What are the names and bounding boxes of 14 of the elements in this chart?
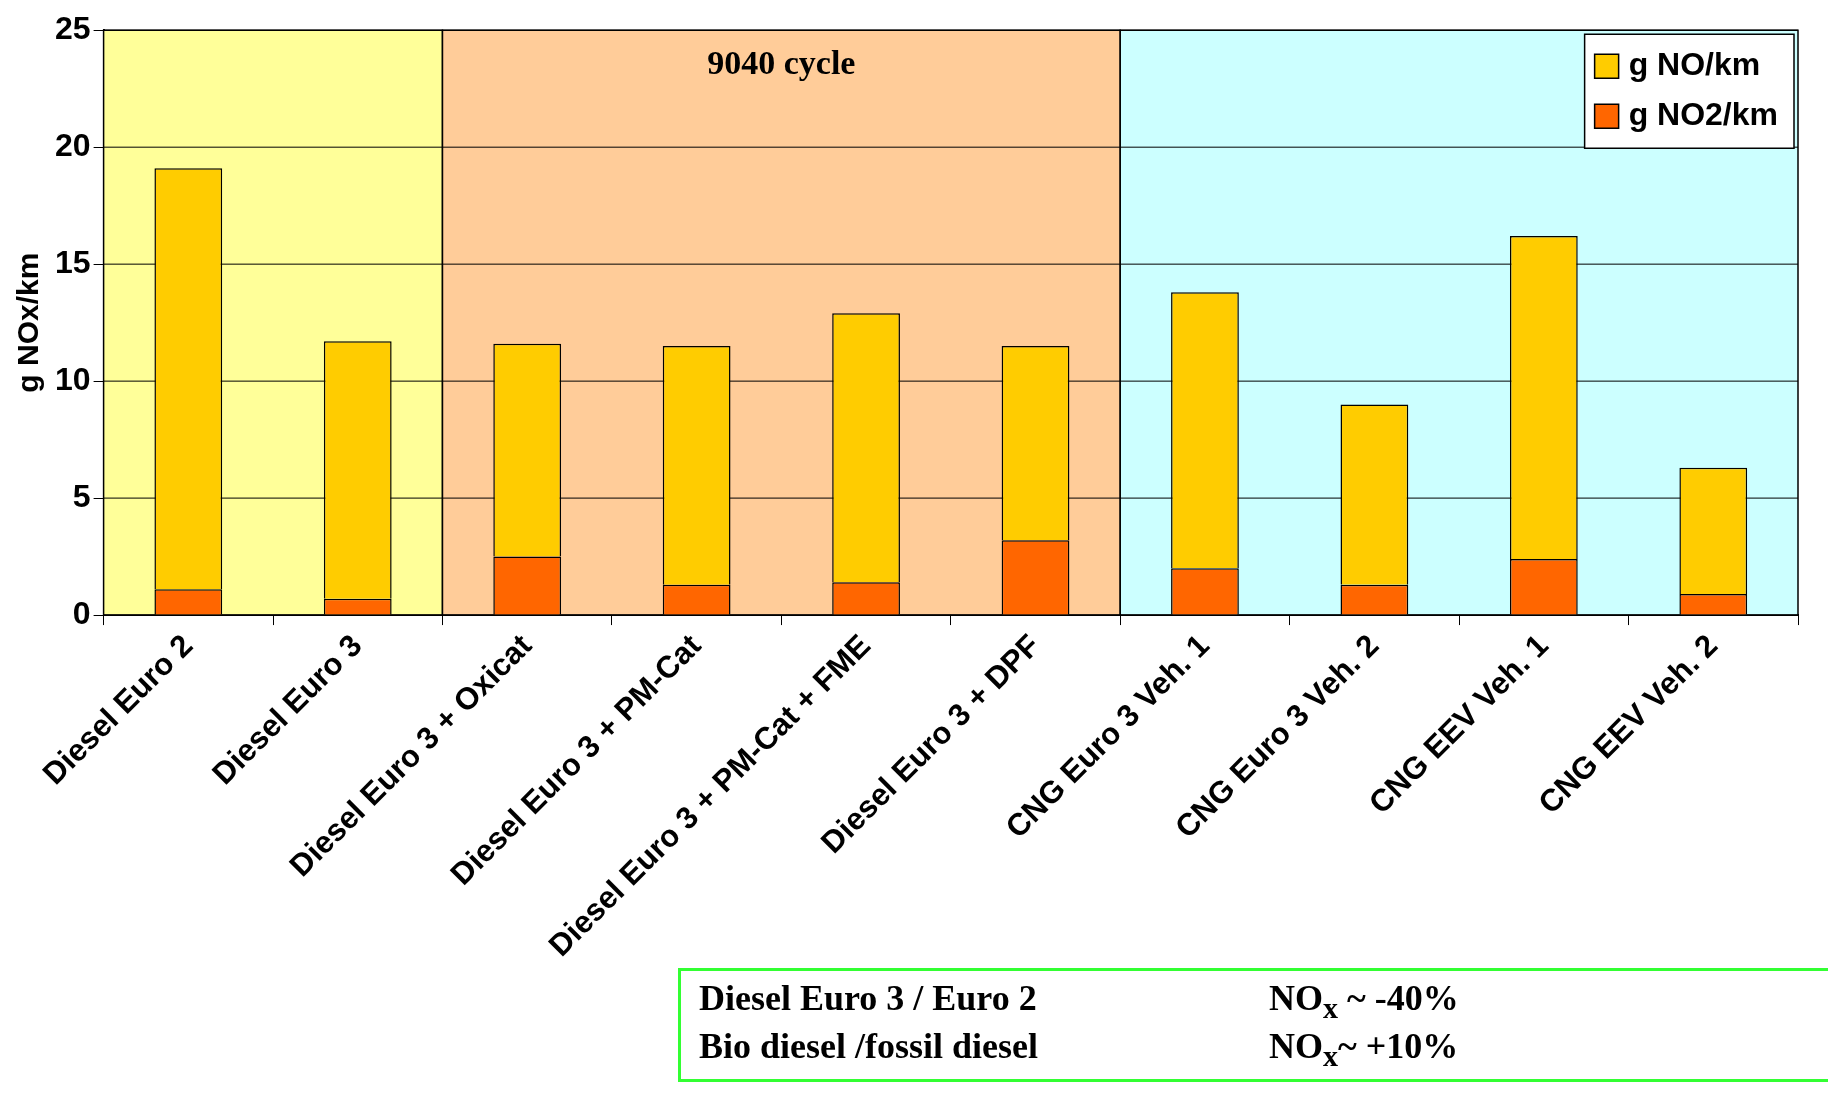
text: Diesel Euro 3 / Euro 2 [699,977,1038,1020]
y-tick-label: 20 [55,127,91,163]
y-tick-label: 5 [72,477,91,514]
y-tick-label: 15 [55,243,91,280]
legend-label: g NO/km [1628,46,1761,83]
text: NO$_{x}$ ~ -40% [1269,977,1459,1026]
legend-label: g NO2/km [1628,96,1778,133]
y-tick-label: 0 [72,594,91,631]
y-axis-title: g NOx/km [11,252,45,393]
text: Bio diesel /fossil diesel [699,1025,1039,1069]
y-tick-label: 25 [55,10,91,47]
band-label: 9040 cycle [707,43,856,81]
text: NO$_{x}$~ +10% [1269,1025,1459,1074]
y-tick-label: 10 [55,360,91,397]
